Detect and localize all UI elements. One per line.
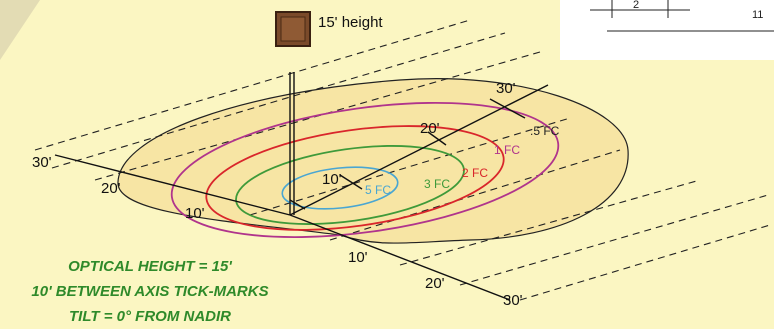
isoline-5fc — [281, 166, 399, 210]
note-tilt: TILT = 0° FROM NADIR — [69, 308, 231, 325]
isoline-1fc — [170, 101, 560, 239]
isoline-2fc — [205, 125, 505, 231]
front-axis-label-10: 10' — [348, 249, 368, 266]
isoline-label-1: 1 FC — [494, 143, 520, 157]
front-axis — [289, 214, 511, 301]
main-axis-label-30: 30' — [496, 80, 516, 97]
corner-dim-left: 2 — [633, 0, 639, 11]
fixture-inner — [280, 16, 306, 42]
corner-dim-right: 11 — [752, 9, 763, 21]
fixture-height-label: 15' height — [318, 14, 383, 31]
tick-30-main — [489, 98, 526, 119]
page-corner-shadow — [0, 0, 40, 60]
main-axis-label-20: 20' — [420, 120, 440, 137]
isoline-label-5: 5 FC — [365, 183, 391, 197]
isoline-label-05: .5 FC — [530, 124, 560, 138]
note-tick-spacing: 10' BETWEEN AXIS TICK-MARKS — [31, 283, 269, 300]
left-axis-label-10: 10' — [185, 205, 205, 222]
tick-20-main — [427, 131, 447, 146]
corner-dimensions — [590, 0, 774, 32]
main-axis-label-10: 10' — [322, 171, 342, 188]
origin-mark — [289, 199, 306, 210]
left-axis-label-20: 20' — [101, 180, 121, 197]
isoline-label-2: 2 FC — [462, 166, 488, 180]
left-axis — [54, 154, 291, 216]
illuminance-footprint — [117, 78, 629, 244]
isoline-label-3: 3 FC — [424, 177, 450, 191]
tick-10-main — [339, 174, 363, 190]
note-optical-height: OPTICAL HEIGHT = 15' — [68, 258, 232, 275]
axes — [54, 72, 549, 301]
front-axis-label-30: 30' — [503, 292, 523, 309]
top-right-panel — [560, 0, 774, 60]
front-axis-label-20: 20' — [425, 275, 445, 292]
left-axis-label-30: 30' — [32, 154, 52, 171]
